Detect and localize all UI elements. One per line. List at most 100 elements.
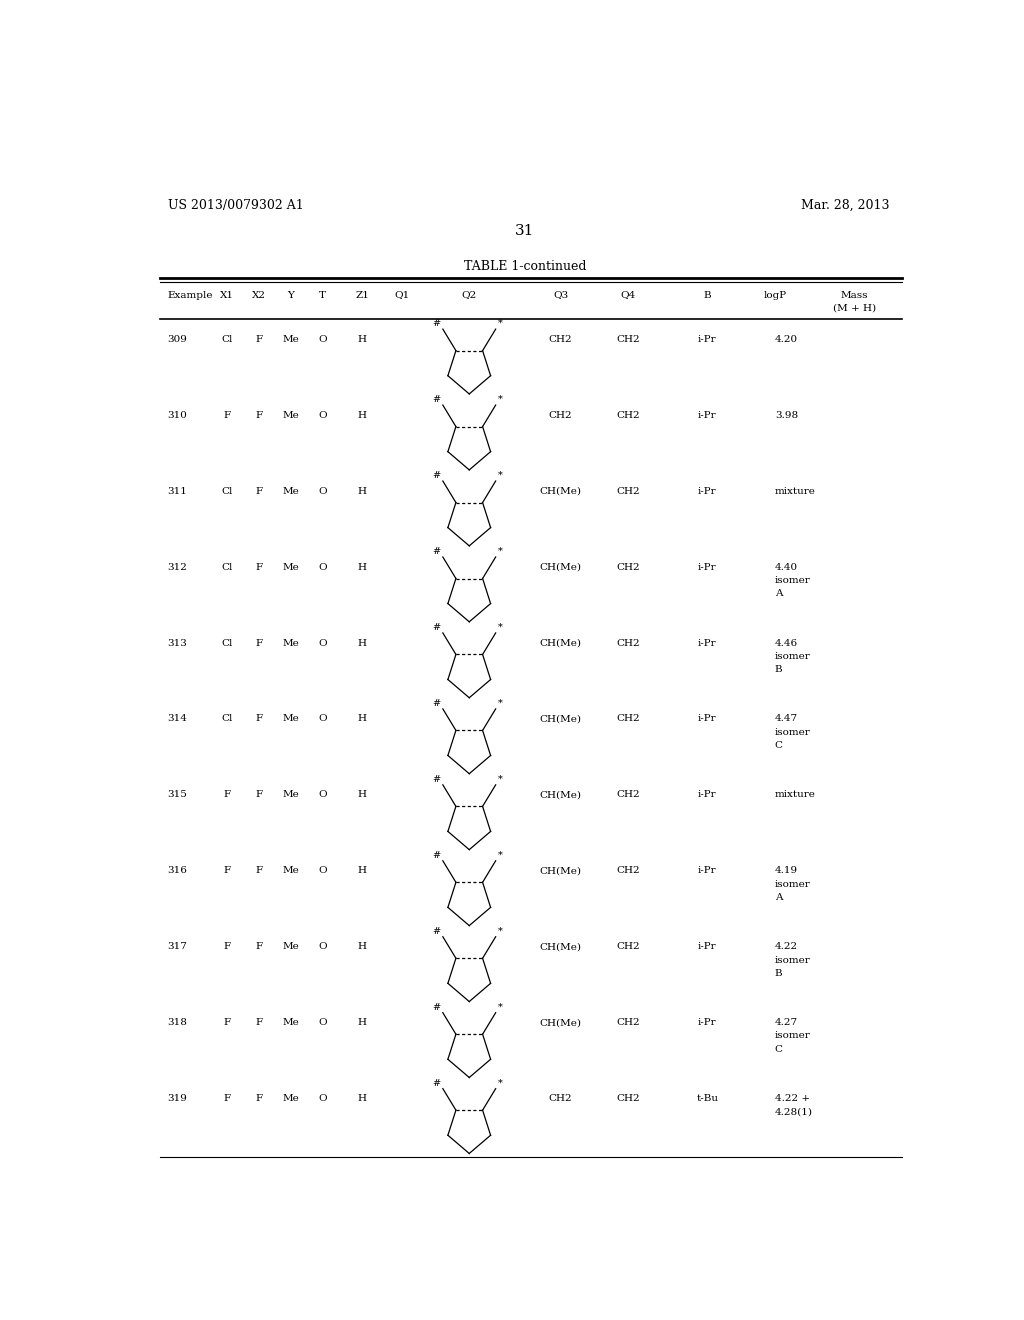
Text: F: F: [255, 487, 262, 495]
Text: CH(Me): CH(Me): [540, 639, 582, 648]
Text: F: F: [223, 411, 230, 420]
Text: #: #: [432, 395, 440, 404]
Text: #: #: [432, 546, 440, 556]
Text: C: C: [775, 741, 782, 750]
Text: isomer: isomer: [775, 652, 811, 661]
Text: 312: 312: [168, 562, 187, 572]
Text: Me: Me: [283, 335, 299, 343]
Text: O: O: [318, 1018, 327, 1027]
Text: i-Pr: i-Pr: [698, 942, 717, 952]
Text: O: O: [318, 639, 327, 648]
Text: isomer: isomer: [775, 727, 811, 737]
Text: isomer: isomer: [775, 1031, 811, 1040]
Text: H: H: [357, 411, 367, 420]
Text: #: #: [432, 471, 440, 480]
Text: i-Pr: i-Pr: [698, 487, 717, 495]
Text: X2: X2: [252, 290, 266, 300]
Text: i-Pr: i-Pr: [698, 335, 717, 343]
Text: 314: 314: [168, 714, 187, 723]
Text: Q4: Q4: [621, 290, 636, 300]
Text: Z1: Z1: [355, 290, 369, 300]
Text: CH2: CH2: [616, 562, 640, 572]
Text: F: F: [255, 866, 262, 875]
Text: mixture: mixture: [775, 791, 816, 800]
Text: CH2: CH2: [549, 1094, 572, 1104]
Text: F: F: [255, 1094, 262, 1104]
Text: CH(Me): CH(Me): [540, 866, 582, 875]
Text: CH(Me): CH(Me): [540, 562, 582, 572]
Text: H: H: [357, 1094, 367, 1104]
Text: H: H: [357, 1018, 367, 1027]
Text: Me: Me: [283, 411, 299, 420]
Text: F: F: [223, 1094, 230, 1104]
Text: *: *: [499, 395, 503, 404]
Text: i-Pr: i-Pr: [698, 411, 717, 420]
Text: O: O: [318, 1094, 327, 1104]
Text: F: F: [255, 714, 262, 723]
Text: CH2: CH2: [549, 335, 572, 343]
Text: 319: 319: [168, 1094, 187, 1104]
Text: #: #: [432, 850, 440, 859]
Text: Me: Me: [283, 1018, 299, 1027]
Text: F: F: [255, 335, 262, 343]
Text: 318: 318: [168, 1018, 187, 1027]
Text: Mass: Mass: [841, 290, 868, 300]
Text: i-Pr: i-Pr: [698, 866, 717, 875]
Text: CH2: CH2: [616, 335, 640, 343]
Text: isomer: isomer: [775, 576, 811, 585]
Text: O: O: [318, 562, 327, 572]
Text: #: #: [432, 1003, 440, 1011]
Text: Me: Me: [283, 639, 299, 648]
Text: Mar. 28, 2013: Mar. 28, 2013: [802, 199, 890, 213]
Text: Cl: Cl: [221, 487, 232, 495]
Text: B: B: [775, 665, 782, 675]
Text: Cl: Cl: [221, 335, 232, 343]
Text: O: O: [318, 335, 327, 343]
Text: Me: Me: [283, 791, 299, 800]
Text: F: F: [223, 1018, 230, 1027]
Text: logP: logP: [763, 290, 786, 300]
Text: #: #: [432, 775, 440, 784]
Text: H: H: [357, 487, 367, 495]
Text: *: *: [499, 319, 503, 327]
Text: F: F: [255, 791, 262, 800]
Text: F: F: [223, 791, 230, 800]
Text: Y: Y: [288, 290, 294, 300]
Text: *: *: [499, 546, 503, 556]
Text: 309: 309: [168, 335, 187, 343]
Text: H: H: [357, 335, 367, 343]
Text: B: B: [775, 969, 782, 978]
Text: H: H: [357, 942, 367, 952]
Text: H: H: [357, 639, 367, 648]
Text: O: O: [318, 411, 327, 420]
Text: isomer: isomer: [775, 879, 811, 888]
Text: *: *: [499, 927, 503, 936]
Text: Q1: Q1: [394, 290, 410, 300]
Text: H: H: [357, 866, 367, 875]
Text: X1: X1: [220, 290, 234, 300]
Text: O: O: [318, 791, 327, 800]
Text: i-Pr: i-Pr: [698, 1018, 717, 1027]
Text: CH2: CH2: [616, 942, 640, 952]
Text: F: F: [223, 866, 230, 875]
Text: 4.27: 4.27: [775, 1018, 798, 1027]
Text: i-Pr: i-Pr: [698, 639, 717, 648]
Text: O: O: [318, 487, 327, 495]
Text: 313: 313: [168, 639, 187, 648]
Text: O: O: [318, 714, 327, 723]
Text: (M + H): (M + H): [833, 304, 876, 313]
Text: 317: 317: [168, 942, 187, 952]
Text: i-Pr: i-Pr: [698, 562, 717, 572]
Text: 31: 31: [515, 224, 535, 239]
Text: Me: Me: [283, 487, 299, 495]
Text: 311: 311: [168, 487, 187, 495]
Text: CH2: CH2: [616, 1094, 640, 1104]
Text: F: F: [223, 942, 230, 952]
Text: 4.19: 4.19: [775, 866, 798, 875]
Text: #: #: [432, 623, 440, 632]
Text: CH2: CH2: [616, 791, 640, 800]
Text: i-Pr: i-Pr: [698, 791, 717, 800]
Text: F: F: [255, 1018, 262, 1027]
Text: CH2: CH2: [616, 639, 640, 648]
Text: isomer: isomer: [775, 956, 811, 965]
